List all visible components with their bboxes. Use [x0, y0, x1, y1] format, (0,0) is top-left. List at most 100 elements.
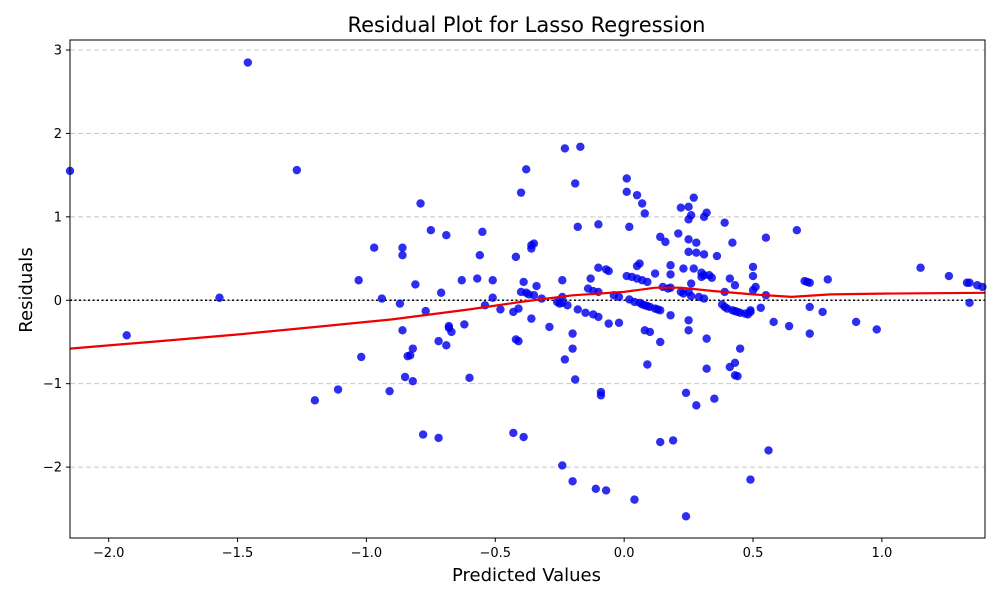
- data-point: [496, 305, 505, 314]
- data-point: [400, 372, 410, 382]
- data-point: [594, 220, 603, 229]
- data-point: [576, 142, 585, 151]
- y-tick-label: 0: [54, 294, 62, 309]
- y-tick-label: 1: [54, 210, 62, 225]
- x-tick-label: −1.5: [222, 546, 254, 561]
- data-point: [818, 307, 827, 317]
- data-point: [735, 344, 745, 353]
- data-point: [395, 299, 405, 308]
- data-point: [442, 230, 451, 240]
- data-point: [369, 243, 379, 252]
- data-point: [333, 385, 343, 394]
- data-point: [679, 264, 688, 273]
- data-point: [730, 358, 740, 368]
- data-point: [730, 281, 740, 290]
- data-point: [622, 174, 631, 183]
- data-point: [532, 281, 541, 291]
- scatter-points: [65, 58, 987, 521]
- data-point: [426, 225, 436, 235]
- data-point: [684, 235, 693, 244]
- data-point: [764, 446, 773, 455]
- data-point: [568, 344, 577, 353]
- x-tick-label: −0.5: [479, 546, 511, 561]
- x-tick-label: 0.0: [614, 546, 635, 561]
- data-point: [377, 294, 387, 303]
- data-point: [596, 387, 606, 397]
- data-point: [751, 282, 760, 292]
- data-point: [622, 187, 631, 197]
- data-point: [460, 320, 469, 329]
- data-point: [656, 337, 665, 347]
- data-point: [488, 293, 497, 302]
- data-point: [756, 303, 765, 312]
- data-point: [666, 311, 675, 320]
- data-point: [398, 251, 407, 260]
- y-axis-label: Residuals: [16, 247, 37, 332]
- data-point: [457, 276, 466, 285]
- data-point: [601, 486, 611, 495]
- data-point: [511, 252, 521, 262]
- data-point: [684, 202, 693, 212]
- data-point: [725, 274, 735, 283]
- data-point: [558, 276, 567, 285]
- data-point: [712, 251, 722, 261]
- data-point: [514, 304, 523, 313]
- data-point: [944, 271, 954, 281]
- data-point: [792, 225, 802, 235]
- data-point: [823, 275, 832, 284]
- data-point: [769, 317, 778, 327]
- data-point: [594, 312, 603, 322]
- data-point: [668, 436, 678, 445]
- data-point: [702, 208, 711, 217]
- data-point: [689, 193, 698, 202]
- y-tick-label: 3: [54, 44, 62, 59]
- data-point: [965, 298, 974, 307]
- data-point: [418, 430, 428, 439]
- data-point: [411, 280, 420, 289]
- data-point: [637, 199, 647, 208]
- data-point: [570, 375, 580, 384]
- data-point: [614, 292, 624, 302]
- data-point: [643, 277, 652, 287]
- grid-lines: [70, 49, 985, 468]
- data-point: [643, 360, 652, 369]
- data-point: [702, 334, 711, 343]
- data-point: [614, 318, 624, 327]
- x-tick-label: 1.0: [872, 546, 893, 561]
- x-axis-label: Predicted Values: [452, 565, 601, 586]
- data-point: [661, 237, 670, 247]
- data-point: [630, 495, 639, 504]
- lowess-trend: [69, 286, 986, 350]
- data-point: [686, 291, 696, 301]
- data-point: [674, 229, 683, 238]
- data-point: [473, 274, 482, 283]
- data-point: [594, 263, 603, 272]
- data-point: [416, 199, 425, 208]
- x-tick-label: 0.5: [743, 546, 764, 561]
- data-point: [519, 432, 528, 442]
- data-point: [478, 227, 487, 237]
- trend-line: [69, 286, 986, 350]
- data-point: [434, 336, 443, 346]
- x-tick-label: −2.0: [93, 546, 125, 561]
- data-point: [465, 373, 474, 383]
- data-point: [666, 270, 675, 279]
- y-tick-label: −1: [43, 377, 62, 392]
- data-point: [805, 329, 814, 338]
- y-tick-label: 2: [54, 127, 62, 142]
- data-point: [408, 344, 418, 353]
- data-point: [586, 274, 595, 283]
- data-point: [761, 233, 771, 242]
- data-point: [558, 461, 567, 470]
- data-point: [509, 428, 518, 438]
- data-point: [604, 266, 613, 276]
- data-point: [681, 388, 691, 398]
- data-point: [805, 278, 814, 287]
- data-point: [406, 351, 415, 360]
- data-point: [568, 329, 577, 338]
- data-point: [746, 475, 755, 484]
- data-point: [689, 264, 698, 273]
- data-point: [784, 321, 794, 331]
- data-point: [666, 261, 675, 270]
